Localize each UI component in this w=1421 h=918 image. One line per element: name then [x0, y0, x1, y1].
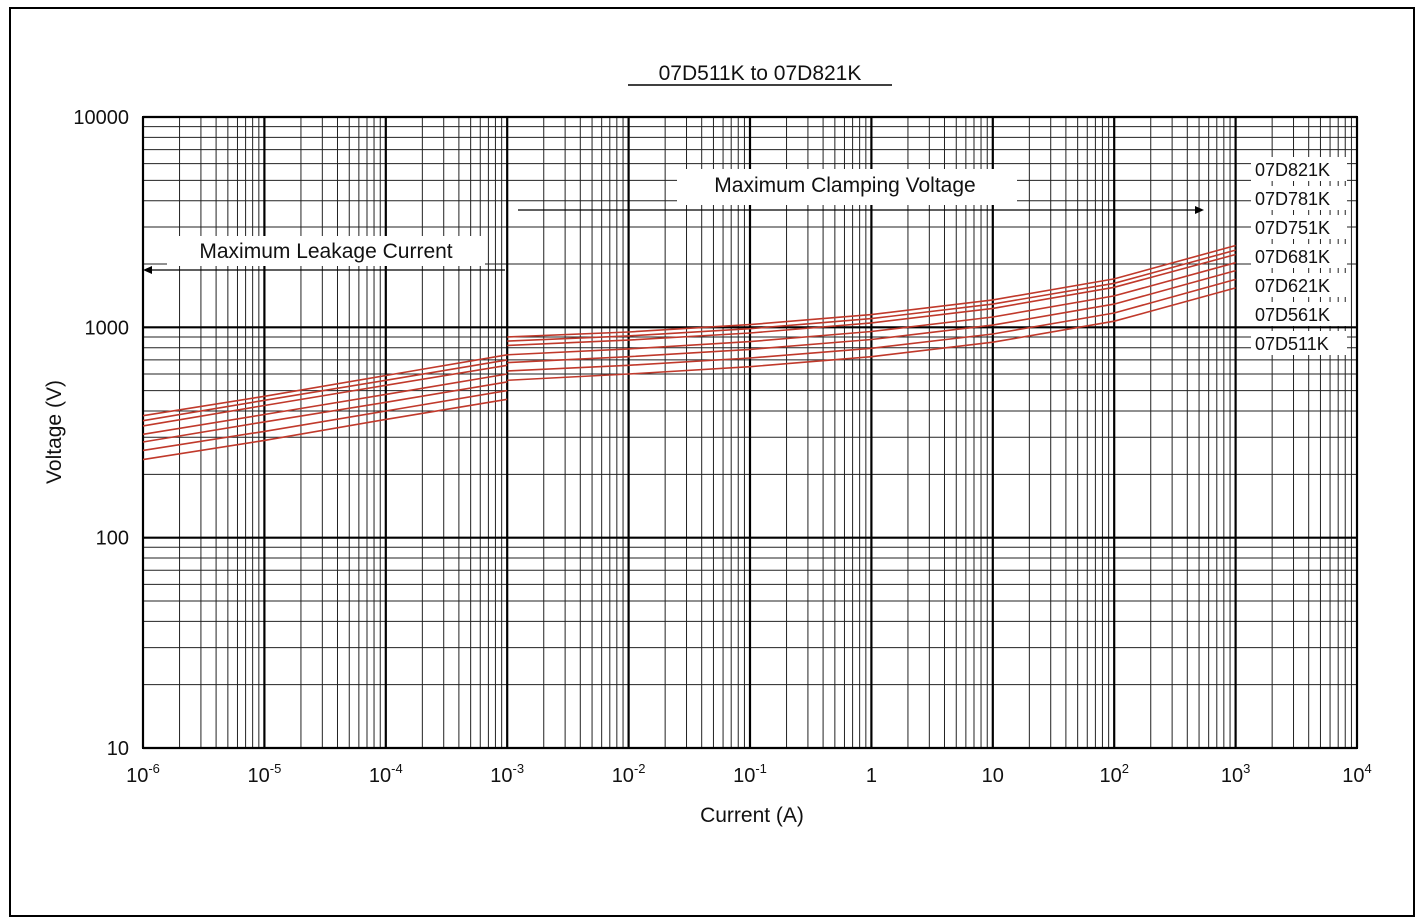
series-line-07D561K-leakage	[142, 389, 508, 452]
x-tick-label: 1	[866, 765, 877, 787]
series-label-bg	[1251, 157, 1347, 181]
y-tick-label: 10	[107, 738, 129, 760]
outer-border	[9, 7, 1415, 917]
x-axis-label: Current (A)	[700, 804, 804, 827]
clamping-label-bg	[677, 169, 1017, 205]
x-tick-label: 10-6	[126, 761, 160, 787]
leakage-label-bg	[167, 236, 485, 266]
y-tick-label: 100	[96, 528, 129, 550]
x-tick-label: 103	[1221, 761, 1250, 787]
series-label-bg	[1251, 215, 1347, 239]
series-label-bg	[1251, 273, 1347, 297]
series-group	[142, 244, 1236, 461]
series-line-07D751K-leakage	[142, 364, 508, 427]
series-label-07D781K: 07D781K	[1255, 189, 1330, 209]
x-tick-label: 10-1	[733, 761, 767, 787]
series-label-07D751K: 07D751K	[1255, 218, 1330, 238]
leakage-arrow-head	[143, 266, 152, 274]
y-tick-label: 10000	[73, 107, 129, 129]
series-label-bg	[1251, 186, 1347, 210]
y-tick-label: 1000	[85, 317, 130, 339]
clamping-arrow-head	[1195, 206, 1204, 214]
series-label-bg	[1251, 331, 1347, 355]
x-tick-label: 10-2	[612, 761, 646, 787]
series-label-07D621K: 07D621K	[1255, 276, 1330, 296]
series-label-07D511K: 07D511K	[1255, 334, 1329, 354]
series-line-07D511K-clamping	[507, 287, 1236, 382]
annotations-group: Maximum Leakage Current Maximum Clamping …	[143, 169, 1204, 274]
series-label-bg	[1251, 302, 1347, 326]
x-tick-labels: 10-6 10-5 10-4 10-3 10-2 10-1 1 10 102 103 104	[126, 761, 1372, 787]
series-label-bg	[1251, 244, 1347, 268]
y-axis-label: Voltage (V)	[43, 380, 66, 484]
series-line-07D621K-leakage	[142, 381, 508, 443]
series-labels-group: 07D821K 07D781K 07D751K 07D681K 07D621K 07D56…	[1251, 157, 1347, 355]
grid-major	[141, 115, 1359, 750]
series-line-07D681K-leakage	[142, 373, 508, 436]
chart-title: 07D511K to 07D821K	[659, 62, 862, 85]
series-label-07D681K: 07D681K	[1255, 247, 1330, 267]
series-line-07D681K-clamping	[507, 261, 1236, 356]
series-line-07D781K-leakage	[142, 359, 508, 422]
series-line-07D821K-leakage	[142, 354, 508, 417]
leakage-annotation: Maximum Leakage Current	[199, 240, 452, 263]
series-line-07D621K-clamping	[507, 269, 1236, 364]
y-tick-labels: 10 100 1000 10000	[73, 107, 129, 760]
series-line-07D751K-clamping	[507, 253, 1236, 347]
x-tick-label: 10	[982, 765, 1004, 787]
plot-border	[142, 116, 1358, 749]
clamping-annotation: Maximum Clamping Voltage	[714, 174, 975, 197]
x-tick-label: 10-3	[490, 761, 524, 787]
x-tick-label: 102	[1099, 761, 1128, 787]
x-tick-label: 104	[1342, 761, 1371, 787]
series-label-07D561K: 07D561K	[1255, 305, 1330, 325]
series-line-07D821K-clamping	[507, 244, 1236, 338]
series-line-07D511K-leakage	[142, 398, 508, 461]
series-line-07D561K-clamping	[507, 278, 1236, 372]
x-tick-label: 10-5	[247, 761, 281, 787]
series-line-07D781K-clamping	[507, 249, 1236, 342]
x-tick-label: 10-4	[369, 761, 403, 787]
series-label-07D821K: 07D821K	[1255, 160, 1330, 180]
